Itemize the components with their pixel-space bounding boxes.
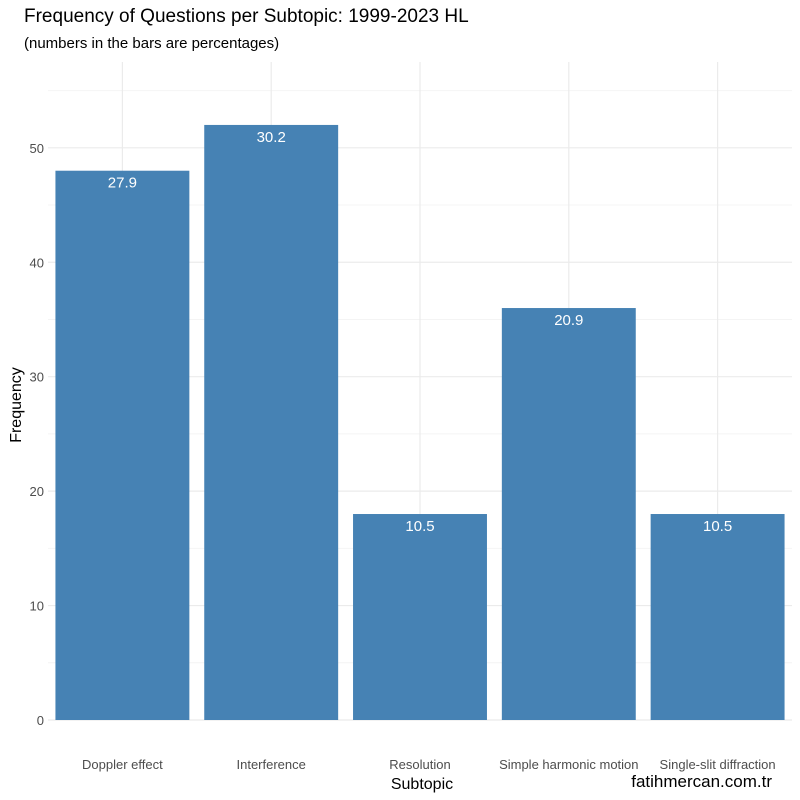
x-tick-label: Doppler effect: [82, 757, 163, 772]
bar-value-label: 20.9: [554, 312, 583, 329]
bar: [501, 308, 636, 720]
y-tick-label: 10: [30, 599, 44, 614]
x-tick-label: Single-slit diffraction: [660, 757, 776, 772]
y-tick-label: 0: [37, 713, 44, 728]
x-axis-title: Subtopic: [391, 776, 453, 793]
y-tick-label: 30: [30, 370, 44, 385]
y-axis-title: Frequency: [8, 367, 25, 443]
bar-value-label: 10.5: [405, 518, 434, 535]
bars: [55, 124, 785, 721]
y-tick-label: 50: [30, 141, 44, 156]
bar: [650, 514, 785, 720]
chart-title: Frequency of Questions per Subtopic: 199…: [24, 6, 469, 27]
y-tick-label: 40: [30, 255, 44, 270]
chart-subtitle: (numbers in the bars are percentages): [24, 35, 280, 52]
bar: [204, 124, 339, 720]
x-tick-label: Simple harmonic motion: [499, 757, 638, 772]
bar: [353, 514, 487, 720]
bar-labels: 27.9 30.2 10.5 20.9 10.5: [108, 129, 732, 535]
bar: [55, 170, 190, 721]
bar-value-label: 27.9: [108, 175, 137, 192]
x-tick-label: Resolution: [389, 757, 450, 772]
bar-value-label: 30.2: [257, 129, 286, 146]
y-tick-label: 20: [30, 484, 44, 499]
bar-value-label: 10.5: [703, 518, 732, 535]
credit-text: fatihmercan.com.tr: [631, 772, 772, 791]
axis-labels: 0 10 20 30 40 50 Doppler effect Interference Res…: [30, 141, 776, 772]
x-tick-label: Interference: [237, 757, 306, 772]
